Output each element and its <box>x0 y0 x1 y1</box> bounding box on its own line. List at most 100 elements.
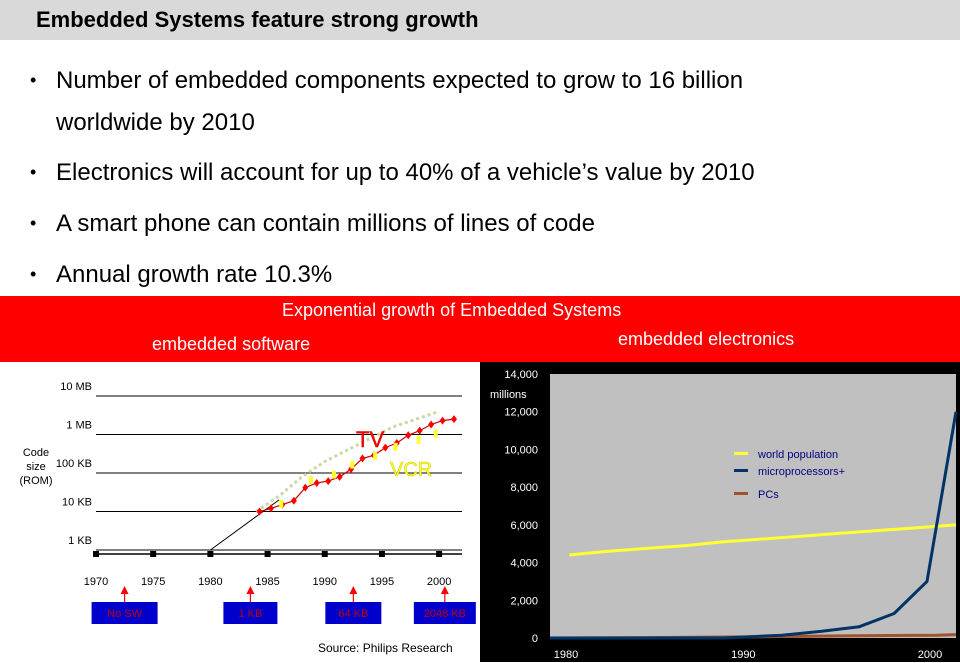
y-tick-label: 2,000 <box>510 595 538 607</box>
series-line <box>550 411 958 640</box>
data-point <box>279 499 284 508</box>
legend-swatch <box>734 469 748 472</box>
bullet-text: Annual growth rate 10.3% <box>56 261 333 288</box>
x-tick-mark <box>436 551 443 557</box>
data-point <box>382 443 389 452</box>
series-line <box>255 409 440 513</box>
x-tick-mark <box>207 551 214 557</box>
red-banner <box>0 296 960 362</box>
milestone-arrow-icon <box>349 586 358 594</box>
data-point <box>331 470 336 479</box>
legend-label: world population <box>757 449 838 461</box>
x-tick-mark <box>321 551 328 557</box>
milestone-label: 2048 KB <box>424 608 466 620</box>
data-point <box>290 496 297 505</box>
electronics-chart-plot-area <box>550 374 956 638</box>
y-tick-label: 8,000 <box>510 482 538 494</box>
milestone-arrow-icon <box>246 586 255 594</box>
milestone-label: 1 KB <box>238 608 262 620</box>
series-line <box>210 499 280 551</box>
software-chart-y-ticks: 10 MB 1 MB 100 KB 10 KB 1 KB <box>56 381 92 547</box>
data-point <box>350 460 355 469</box>
milestone-arrow-icon <box>120 586 129 594</box>
legend-label: PCs <box>758 489 779 501</box>
software-chart-series <box>210 409 457 551</box>
y-tick-label: 14,000 <box>504 369 538 381</box>
electronics-chart-series <box>549 411 958 640</box>
x-tick-mark <box>150 551 157 557</box>
electronics-chart-x-ticks: 1980 1990 2000 <box>554 649 942 661</box>
bullet-text: A smart phone can contain millions of li… <box>56 210 595 237</box>
data-point <box>416 426 423 435</box>
y-tick-label: 100 KB <box>56 458 92 470</box>
milestone-box <box>91 602 158 624</box>
data-point <box>336 472 343 481</box>
data-point <box>450 415 457 424</box>
y-tick-label: 12,000 <box>504 407 538 419</box>
data-point <box>256 507 263 516</box>
electronics-chart-y-label: millions <box>490 389 527 401</box>
banner-right-label: embedded electronics <box>618 329 795 349</box>
y-tick-label: 10 MB <box>60 381 92 393</box>
bullet-text: Electronics will account for up to 40% o… <box>56 159 755 186</box>
x-tick-label: 2000 <box>427 576 451 588</box>
bullet-dot-icon: • <box>30 213 37 233</box>
data-point <box>428 420 435 429</box>
milestone-label: 64 KB <box>338 608 368 620</box>
milestone-box <box>413 602 476 624</box>
y-tick-label: 6,000 <box>510 520 538 532</box>
software-chart-y-label: Code size (ROM) <box>20 447 53 487</box>
annotation-vcr: VCR <box>390 459 432 481</box>
data-point <box>405 431 412 440</box>
x-tick-label: 2000 <box>918 649 942 661</box>
milestone-box <box>325 602 382 624</box>
y-axis-label: Code <box>23 447 49 459</box>
x-tick-label: 1980 <box>554 649 578 661</box>
data-point <box>393 442 398 451</box>
milestone-label: No SW <box>107 608 142 620</box>
electronics-chart-y-ticks: 0 2,000 4,000 6,000 8,000 10,000 12,000 14,000 <box>504 369 538 645</box>
series-line <box>569 523 957 557</box>
software-chart-grid <box>96 395 462 551</box>
software-chart-svg: 10 MB 1 MB 100 KB 10 KB 1 KB Code size (ROM) 1… <box>20 381 476 655</box>
x-tick-mark <box>93 551 99 557</box>
bullet-dot-icon: • <box>30 162 37 182</box>
data-point <box>433 429 438 438</box>
x-tick-label: 1980 <box>198 576 222 588</box>
x-tick-mark <box>378 551 385 557</box>
x-tick-label: 1975 <box>141 576 165 588</box>
y-tick-label: 10,000 <box>504 444 538 456</box>
legend-label: microprocessors+ <box>758 466 845 478</box>
y-axis-label: size <box>26 461 46 473</box>
x-tick-label: 1990 <box>313 576 337 588</box>
title-bar <box>0 0 960 40</box>
software-chart: 10 MB 1 MB 100 KB 10 KB 1 KB Code size (ROM) 1… <box>0 362 480 662</box>
y-tick-label: 1 KB <box>68 535 92 547</box>
y-axis-label: (ROM) <box>20 475 53 487</box>
milestone-box <box>223 602 278 624</box>
banner-left-label: embedded software <box>152 334 311 354</box>
software-chart-x-axis: 1970 1975 1980 1985 1990 1995 2000 <box>84 551 462 588</box>
x-tick-mark <box>264 551 271 557</box>
x-tick-label: 1995 <box>370 576 394 588</box>
x-tick-label: 1970 <box>84 576 108 588</box>
data-point <box>325 477 332 486</box>
y-tick-label: 0 <box>532 633 538 645</box>
data-point <box>416 435 421 444</box>
data-point <box>313 479 320 488</box>
data-point <box>439 416 446 425</box>
data-point <box>348 465 355 474</box>
y-tick-label: 1 MB <box>66 420 92 432</box>
legend-swatch <box>734 452 748 455</box>
data-point <box>359 454 366 463</box>
data-point <box>302 483 309 492</box>
bullet-text-continued: worldwide by 2010 <box>56 109 255 136</box>
x-tick-label: 1985 <box>255 576 279 588</box>
data-point <box>267 504 274 513</box>
chart-source-text: Source: Philips Research <box>318 641 453 655</box>
legend-swatch <box>734 492 748 495</box>
annotation-tv: TV <box>356 427 384 452</box>
software-chart-milestones: No SW 1 KB 64 KB 2048 KB <box>91 586 476 624</box>
bullet-dot-icon: • <box>30 70 37 90</box>
page-title: Embedded Systems feature strong growth <box>36 7 479 32</box>
